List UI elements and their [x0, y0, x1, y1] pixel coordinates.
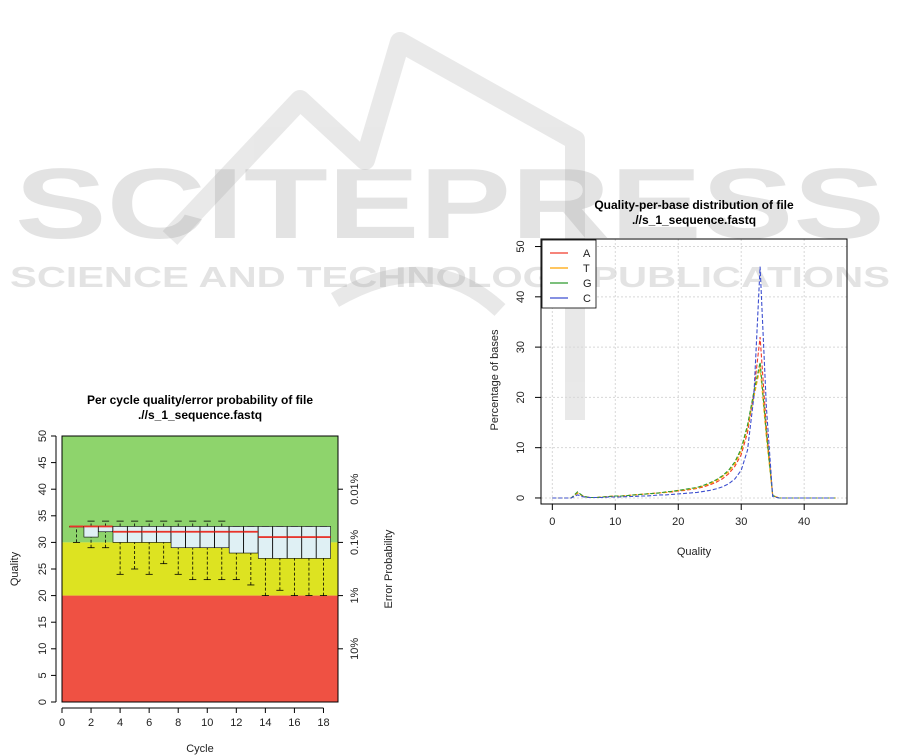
y-tick-label-20: 20 [515, 391, 527, 403]
y2-tick-label-30: 0.1% [349, 530, 361, 555]
watermark-sub: SCIENCE AND TECHNOLOGY PUBLICATIONS [10, 262, 890, 294]
legend-label-G: G [583, 278, 592, 290]
chart1-y-label: Quality [9, 551, 21, 586]
chart1-x-label: Cycle [186, 743, 214, 755]
legend-box [541, 239, 597, 309]
book-fold-icon [330, 266, 506, 316]
y-tick-label-40: 40 [515, 291, 527, 303]
quality-band-0 [62, 436, 338, 543]
x-tick-label-4: 4 [117, 717, 123, 729]
series-line-A [552, 337, 836, 499]
x-tick-label-0: 0 [59, 717, 65, 729]
box-18 [316, 526, 331, 559]
watermark-main: SCITEPRESS [15, 148, 885, 260]
y-tick-label-30: 30 [37, 536, 49, 548]
series-line-C [552, 266, 836, 499]
x-tick-label-20: 20 [672, 516, 684, 528]
chart1-title-line1: Per cycle quality/error probability of f… [87, 393, 313, 407]
y-tick-label-0: 0 [37, 699, 49, 705]
x-tick-label-2: 2 [88, 717, 94, 729]
chart1-title-line2: .//s_1_sequence.fastq [138, 408, 262, 422]
series-line-T [552, 367, 836, 499]
chart1-plot-frame [61, 435, 339, 703]
x-tick-label-10: 10 [609, 516, 621, 528]
y-tick-label-30: 30 [515, 341, 527, 353]
y-tick-label-45: 45 [37, 456, 49, 468]
x-tick-label-0: 0 [549, 516, 555, 528]
y2-tick-label-10: 10% [349, 638, 361, 660]
y-tick-label-35: 35 [37, 510, 49, 522]
y-tick-label-15: 15 [37, 616, 49, 628]
x-tick-label-30: 30 [735, 516, 747, 528]
y-tick-label-10: 10 [515, 442, 527, 454]
x-tick-label-10: 10 [201, 717, 213, 729]
quality-band-2 [62, 595, 338, 702]
y-tick-label-25: 25 [37, 563, 49, 575]
legend-label-T: T [583, 263, 590, 275]
x-tick-label-8: 8 [175, 717, 181, 729]
legend-label-A: A [583, 248, 591, 260]
series-line-G [552, 362, 836, 499]
box-plots [69, 520, 331, 596]
y2-tick-label-20: 1% [349, 587, 361, 603]
y-tick-label-50: 50 [37, 430, 49, 442]
chart2-title-line1: Quality-per-base distribution of file [594, 198, 794, 212]
y-tick-label-20: 20 [37, 589, 49, 601]
chart2-title-line2: .//s_1_sequence.fastq [632, 213, 756, 227]
x-tick-label-18: 18 [317, 717, 329, 729]
x-tick-label-6: 6 [146, 717, 152, 729]
book-logo-icon [162, 32, 585, 420]
x-tick-label-40: 40 [798, 516, 810, 528]
chart2-grid [541, 239, 847, 504]
chart1-y2-label: Error Probability [383, 529, 395, 608]
x-tick-label-16: 16 [288, 717, 300, 729]
chart2-x-label: Quality [677, 546, 712, 558]
y-tick-label-50: 50 [515, 240, 527, 252]
y-tick-label-10: 10 [37, 643, 49, 655]
base-lines [552, 266, 836, 499]
legend-label-C: C [583, 293, 591, 305]
y2-tick-label-40: 0.01% [349, 473, 361, 504]
x-tick-label-14: 14 [259, 717, 271, 729]
chart2-axes: 0 10 20 30 40 0 10 20 30 40 50 [515, 240, 810, 528]
x-tick-label-12: 12 [230, 717, 242, 729]
y-tick-label-0: 0 [515, 495, 527, 501]
chart2-y-label: Percentage of bases [489, 329, 501, 430]
y-tick-label-40: 40 [37, 483, 49, 495]
chart1-axes: 0 2 4 6 8 10 12 14 16 18 0 5 10 15 20 25 30 35 40 45 50 0.01%… [37, 430, 361, 729]
y-tick-label-5: 5 [37, 672, 49, 678]
